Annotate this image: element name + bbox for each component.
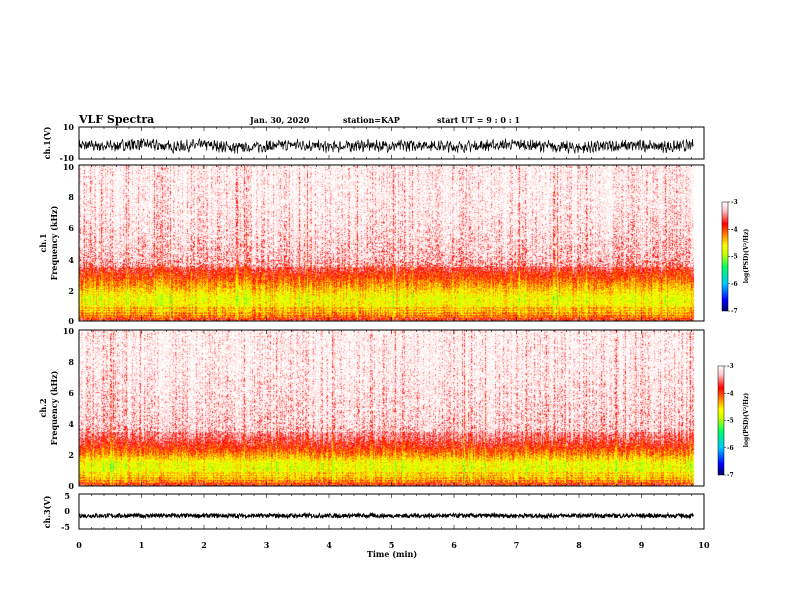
ytick-label: 4 (68, 419, 74, 429)
ch3-voltage-ylabel: ch.3(V) (42, 495, 52, 528)
ytick-label: 10 (63, 162, 75, 172)
date-label: Jan. 30, 2020 (249, 115, 310, 125)
ch1-voltage-trace (78, 137, 694, 154)
ytick-label: 5 (64, 491, 70, 501)
x-tick-label: 0 (76, 540, 82, 550)
ch1-ylabel-frequency: Frequency (kHz) (49, 205, 59, 280)
x-axis-ticks (78, 127, 705, 529)
ytick-label: 2 (68, 286, 74, 296)
colorbar-tick-label: -7 (727, 472, 734, 479)
ch3-voltage-trace (78, 511, 694, 520)
colorbar-tick-label: -4 (727, 390, 734, 397)
x-tick-label: 7 (514, 540, 520, 550)
ytick-label: 6 (68, 388, 74, 398)
panel-ch2-spectrogram: 0 2 4 6 8 10 ch.2 Frequency (kHz) -3 -4 -5… (38, 326, 750, 491)
ytick-label: -10 (60, 153, 75, 163)
ch2-spectrogram-image (79, 330, 704, 486)
ch1-spectrogram-image (79, 165, 704, 321)
ytick-label: 8 (68, 192, 74, 202)
x-axis-tick-labels: 0 1 2 3 4 5 6 7 8 9 10 (76, 540, 710, 550)
colorbar-tick-label: -5 (731, 254, 738, 261)
ch1-colorbar-label: log(PSD)(V²/Hz) (743, 229, 750, 284)
ytick-label: 10 (63, 326, 75, 336)
ch2-colorbar-label: log(PSD)(V²/Hz) (743, 393, 750, 448)
panel-frame (78, 126, 705, 160)
ytick-label: 4 (68, 255, 74, 265)
ch2-colorbar (717, 365, 725, 476)
ytick-label: 0 (68, 481, 74, 491)
colorbar-tick-label: -7 (731, 308, 738, 315)
ch1-trace-line (78, 137, 694, 154)
x-tick-label: 6 (451, 540, 457, 550)
colorbar-tick-label: -4 (731, 226, 738, 233)
colorbar-tick-label: -6 (727, 445, 734, 452)
x-tick-label: 2 (201, 540, 207, 550)
x-axis-label: Time (min) (367, 549, 417, 559)
ch1-colorbar-ticks: -3 -4 -5 -6 -7 (728, 199, 738, 315)
x-tick-label: 3 (264, 540, 270, 550)
ytick-label: 0 (64, 506, 70, 516)
ytick-label: -5 (61, 522, 70, 532)
ch3-trace-line (78, 511, 694, 520)
panel-ch1-voltage: 10 -10 ch.1(V) (42, 122, 705, 163)
ch2-ylabel-frequency: Frequency (kHz) (49, 370, 59, 445)
ytick-label: 2 (68, 450, 74, 460)
x-tick-label: 1 (139, 540, 145, 550)
ytick-label: 0 (68, 316, 74, 326)
panel-frame (78, 493, 705, 530)
ch2-colorbar-ticks: -3 -4 -5 -6 -7 (724, 363, 734, 479)
x-tick-label: 4 (326, 540, 332, 550)
colorbar-tick-label: -3 (731, 199, 738, 206)
ytick-label: 6 (68, 223, 74, 233)
panel-ch1-spectrogram: 0 2 4 6 8 10 ch.1 Frequency (kHz) -3 -4 -5… (38, 162, 750, 326)
station-label: station=KAP (343, 115, 400, 125)
x-tick-label: 8 (576, 540, 582, 550)
x-tick-label: 5 (389, 540, 395, 550)
start-ut-label: start UT = 9 : 0 : 1 (437, 115, 520, 125)
colorbar-tick-label: -5 (727, 418, 734, 425)
colorbar-tick-label: -3 (727, 363, 734, 370)
colorbar-tick-label: -6 (731, 281, 738, 288)
ch1-voltage-ylabel: ch.1(V) (42, 126, 52, 159)
ytick-label: 8 (68, 357, 74, 367)
x-tick-label: 10 (698, 540, 710, 550)
figure-title: VLF Spectra (78, 113, 154, 126)
ch1-colorbar (721, 201, 729, 312)
ytick-label: 10 (63, 122, 75, 132)
ch1-ylabel-channel: ch.1 (38, 233, 48, 252)
ch2-ylabel-channel: ch.2 (38, 398, 48, 417)
x-tick-label: 9 (639, 540, 645, 550)
